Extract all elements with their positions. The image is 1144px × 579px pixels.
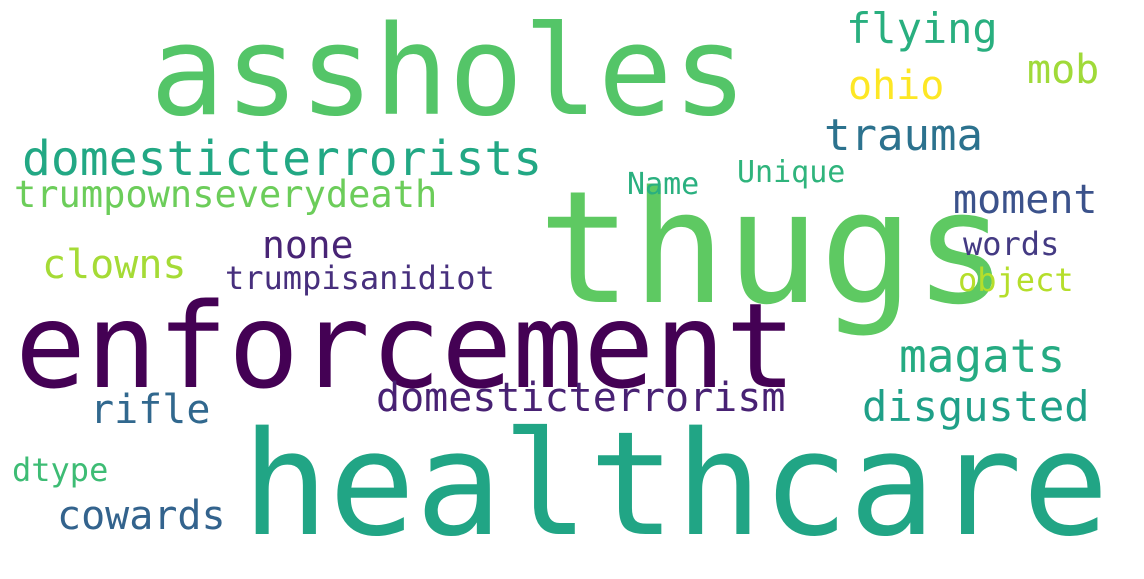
word-name: Name xyxy=(627,167,700,202)
word-words: words xyxy=(963,225,1060,263)
word-magats: magats xyxy=(899,329,1066,383)
word-trumpownseverydeath: trumpownseverydeath xyxy=(14,173,438,216)
word-domesticterrorism: domesticterrorism xyxy=(376,375,786,421)
word-cowards: cowards xyxy=(57,493,226,539)
word-object: object xyxy=(958,261,1074,299)
word-moment: moment xyxy=(953,177,1098,223)
word-domesticterrorists: domesticterrorists xyxy=(22,131,543,187)
word-ohio: ohio xyxy=(848,63,945,109)
word-thugs: thugs xyxy=(538,157,1008,339)
word-clowns: clowns xyxy=(42,242,187,288)
word-dtype: dtype xyxy=(12,451,109,489)
word-trauma: trauma xyxy=(824,110,983,161)
word-none: none xyxy=(262,223,354,267)
word-trumpisanidiot: trumpisanidiot xyxy=(225,259,495,297)
word-unique: Unique xyxy=(737,155,846,190)
word-rifle: rifle xyxy=(90,387,211,433)
word-flying: flying xyxy=(846,4,998,53)
word-assholes: assholes xyxy=(150,0,748,144)
word-disgusted: disgusted xyxy=(862,382,1090,431)
word-mob: mob xyxy=(1027,47,1100,93)
word-enforcement: enforcement xyxy=(15,277,797,415)
word-healthcare: healthcare xyxy=(242,400,1109,568)
